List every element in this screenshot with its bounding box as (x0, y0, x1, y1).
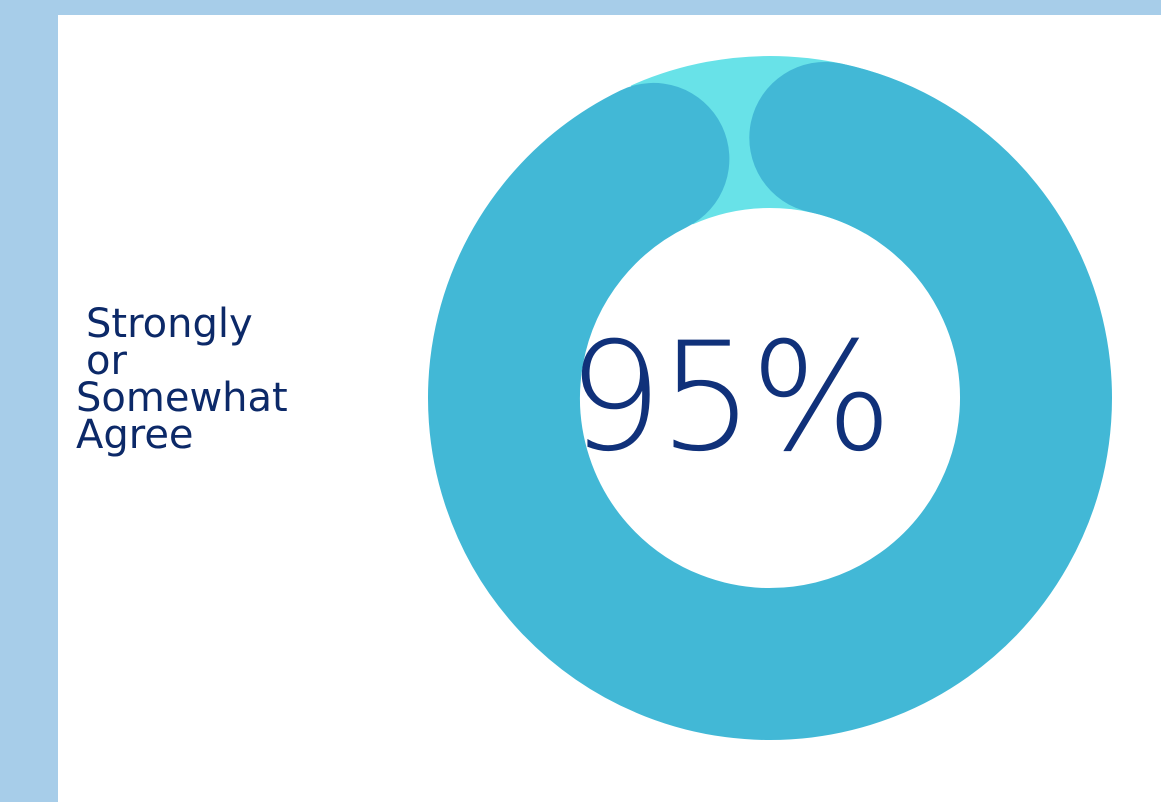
center-percentage: 95% (567, 311, 892, 485)
series-label-line: Somewhat (76, 375, 288, 421)
donut-chart (428, 56, 1112, 740)
series-label-line: Strongly (86, 301, 253, 347)
series-label-line: Agree (76, 412, 194, 458)
series-label: Strongly or Somewhat Agree (66, 301, 386, 458)
series-label-line: or (86, 338, 127, 384)
chart-card: Strongly or Somewhat Agree 95% (58, 15, 1161, 802)
donut-slice-agree (428, 61, 1112, 740)
